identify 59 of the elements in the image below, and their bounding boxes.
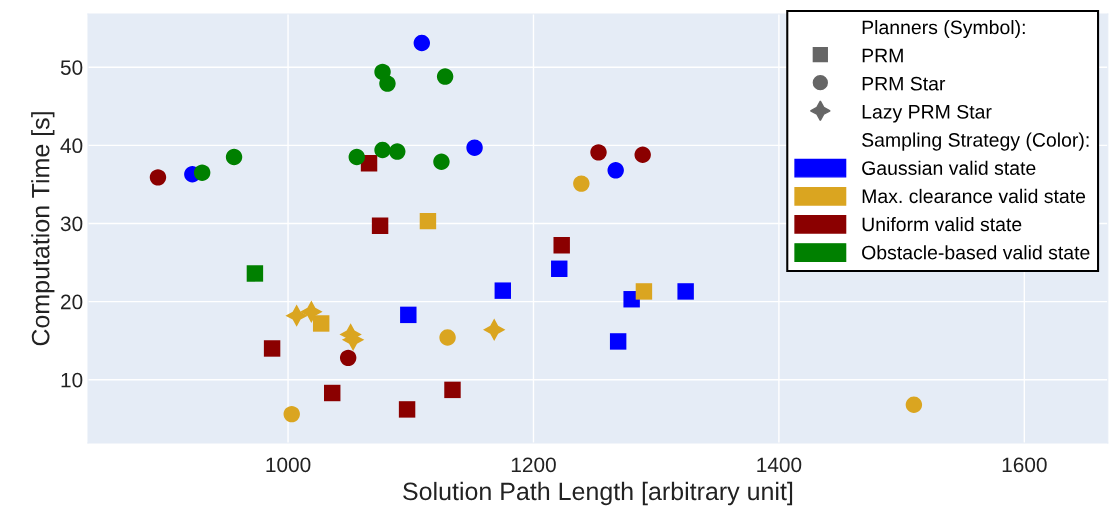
point: [246, 265, 264, 282]
point: [444, 381, 461, 399]
point: [360, 155, 378, 172]
point: [263, 340, 281, 357]
point: [283, 405, 300, 423]
point: [573, 175, 590, 192]
y-axis-title: Computation Time [s]: [31, 112, 55, 346]
point: [413, 34, 431, 52]
point: [433, 153, 450, 170]
point: [436, 68, 454, 85]
legend-label: Max. clearance valid state: [862, 188, 1086, 204]
point: [339, 349, 357, 367]
point: [341, 328, 365, 352]
y-tick-label: 20: [61, 294, 83, 310]
legend-label: Obstacle-based valid state: [862, 245, 1090, 260]
point: [193, 164, 211, 181]
point: [590, 144, 607, 161]
point: [553, 237, 570, 254]
point: [634, 146, 651, 163]
y-tick-label: 40: [60, 138, 83, 154]
point: [551, 260, 568, 277]
point: [389, 143, 406, 160]
point: [398, 401, 416, 418]
point: [400, 306, 417, 324]
point: [324, 384, 341, 402]
x-tick-label: 1200: [511, 457, 556, 473]
point: [466, 139, 483, 156]
point: [677, 283, 694, 300]
point: [419, 212, 437, 230]
point: [379, 75, 396, 92]
x-tick-label: 1600: [1002, 457, 1047, 473]
y-tick-label: 10: [61, 372, 83, 388]
point: [371, 217, 389, 235]
point: [905, 396, 923, 413]
point: [374, 141, 391, 159]
point: [312, 315, 330, 332]
x-axis-title: Solution Path Length [arbitrary unit]: [403, 481, 793, 506]
point: [607, 162, 624, 179]
annotation: Lazy PRM Star: [862, 104, 992, 123]
y-tick-label: 30: [60, 216, 83, 232]
y-tick-label: 50: [60, 60, 83, 75]
annotation: PRM Star: [862, 76, 946, 91]
point: [300, 300, 323, 323]
point: [483, 318, 506, 341]
annotation: PRM: [862, 48, 903, 63]
x-tick-label: 1000: [266, 457, 311, 473]
point: [494, 282, 512, 299]
legend-label: Gaussian valid state: [862, 160, 1036, 175]
point: [149, 169, 167, 186]
point: [609, 333, 627, 350]
point: [439, 329, 456, 346]
text: Sampling Strategy (Color):: [862, 132, 1089, 151]
text: Planners (Symbol):: [862, 19, 1025, 39]
x-tick-label: 1400: [757, 457, 802, 473]
point: [285, 304, 308, 327]
point: [348, 148, 365, 166]
point: [225, 148, 243, 166]
legend-label: Uniform valid state: [862, 216, 1022, 232]
point: [635, 283, 653, 300]
